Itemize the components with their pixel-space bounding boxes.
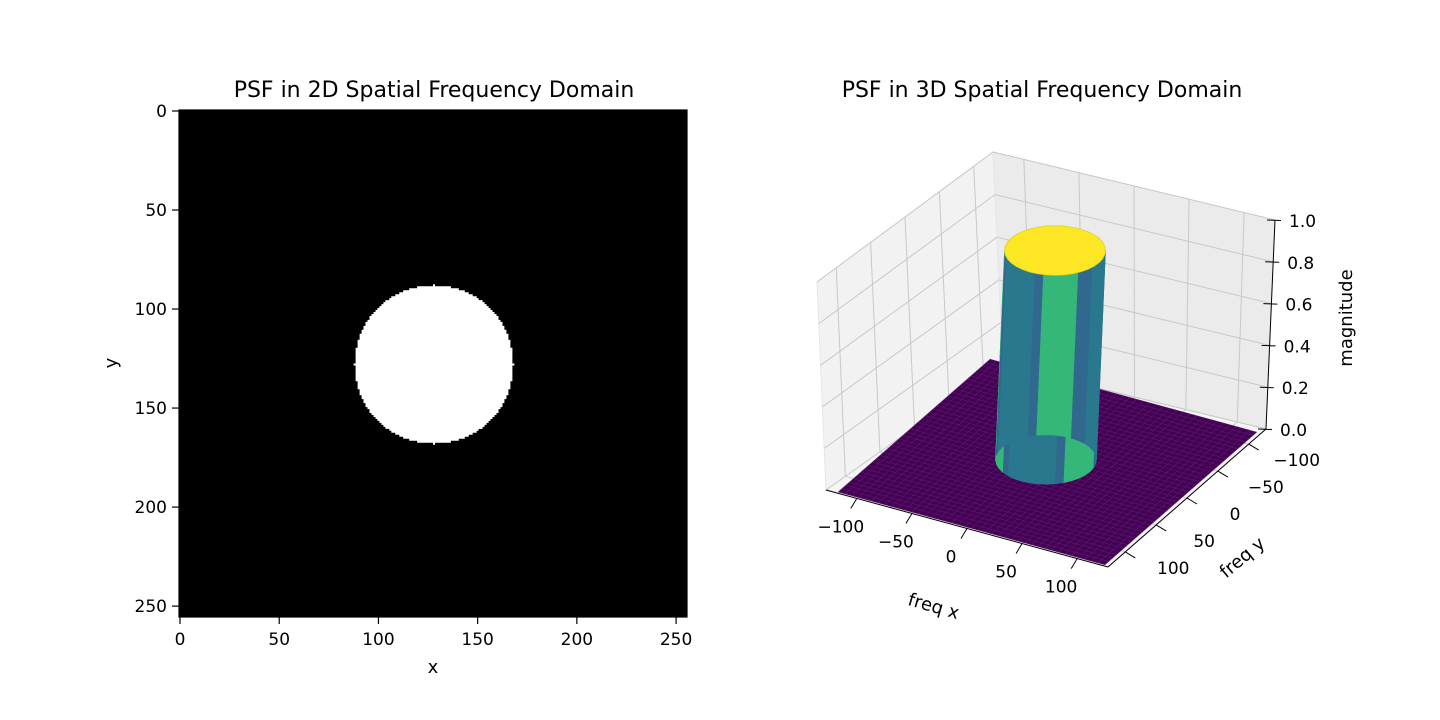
x3d-tick-label: 0 — [946, 548, 957, 568]
chart-2d-frame — [178, 109, 688, 618]
chart-3d-title: PSF in 3D Spatial Frequency Domain — [842, 78, 1243, 103]
chart-3d-xlabel: freq x — [906, 589, 962, 624]
y3d-tick-label: −100 — [1273, 451, 1320, 471]
x3d-tick-label: −100 — [817, 517, 864, 537]
y3d-tick-mark — [1125, 551, 1136, 559]
y3d-tick-mark — [1186, 497, 1198, 505]
y3d-tick-mark — [1155, 524, 1167, 532]
z3d-tick-mark — [1259, 386, 1274, 389]
x-tick-label: 150 — [461, 630, 493, 650]
surface-cylinder — [995, 225, 1106, 485]
chart-3d: PSF in 3D Spatial Frequency Domain −100−… — [816, 78, 1357, 624]
x-tick-label: 50 — [268, 630, 290, 650]
x3d-tick-mark — [1015, 543, 1023, 554]
chart-2d: PSF in 2D Spatial Frequency Domain 0 50 10… — [101, 78, 692, 678]
chart-2d-title: PSF in 2D Spatial Frequency Domain — [234, 78, 635, 103]
chart-3d-zlabel: magnitude — [1336, 269, 1357, 366]
z3d-tick-label: 1.0 — [1289, 212, 1316, 232]
x-tick-label: 100 — [362, 630, 394, 650]
y-tick-label: 100 — [135, 300, 167, 320]
y-tick-label: 200 — [135, 498, 167, 518]
z3d-tick-label: 0.0 — [1280, 421, 1307, 441]
x3d-tick-mark — [960, 528, 968, 539]
z3d-tick-mark — [1265, 261, 1280, 263]
z3d-tick-mark — [1261, 344, 1276, 347]
z3d-tick-label: 0.4 — [1284, 337, 1311, 357]
z3d-tick-mark — [1266, 219, 1282, 221]
x3d-tick-mark — [905, 513, 913, 524]
chart-3d-xticks: −100 −50 0 50 100 — [817, 498, 1078, 598]
y3d-tick-mark — [1248, 443, 1259, 451]
y3d-tick-label: 0 — [1230, 505, 1241, 525]
z3d-tick-label: 0.2 — [1282, 379, 1309, 399]
y3d-tick-mark — [1217, 470, 1229, 478]
z3d-tick-label: 0.6 — [1285, 296, 1312, 316]
y3d-tick-label: 100 — [1157, 559, 1189, 579]
chart-2d-yticks: 0 50 100 150 200 250 — [135, 102, 179, 617]
x3d-tick-mark — [1070, 558, 1078, 569]
cylinder-top — [1004, 225, 1106, 276]
y-tick-label: 0 — [156, 102, 167, 122]
z3d-tick-mark — [1263, 303, 1278, 305]
y3d-tick-label: 50 — [1193, 532, 1215, 552]
x3d-tick-label: 100 — [1045, 578, 1077, 598]
y3d-tick-label: −50 — [1248, 478, 1284, 498]
chart-3d-ylabel: freq y — [1216, 533, 1270, 583]
y-tick-label: 250 — [135, 597, 167, 617]
chart-3d-zticks: 0.0 0.2 0.4 0.6 0.8 1.0 — [1257, 212, 1316, 441]
z3d-tick-label: 0.8 — [1287, 254, 1314, 274]
y-tick-label: 50 — [145, 201, 167, 221]
x3d-tick-label: −50 — [878, 532, 914, 552]
x-tick-label: 0 — [175, 630, 186, 650]
psf-2d-disk — [353, 284, 515, 445]
chart-2d-xticks: 0 50 100 150 200 250 — [175, 617, 692, 650]
chart-2d-xlabel: x — [428, 657, 439, 678]
y-tick-label: 150 — [135, 399, 167, 419]
z3d-tick-mark — [1257, 428, 1273, 430]
axis-z-line — [1265, 219, 1276, 430]
x-tick-label: 200 — [561, 630, 593, 650]
x3d-tick-label: 50 — [995, 563, 1017, 583]
chart-2d-ylabel: y — [101, 357, 122, 368]
x-tick-label: 250 — [660, 630, 692, 650]
x3d-tick-mark — [850, 498, 858, 509]
